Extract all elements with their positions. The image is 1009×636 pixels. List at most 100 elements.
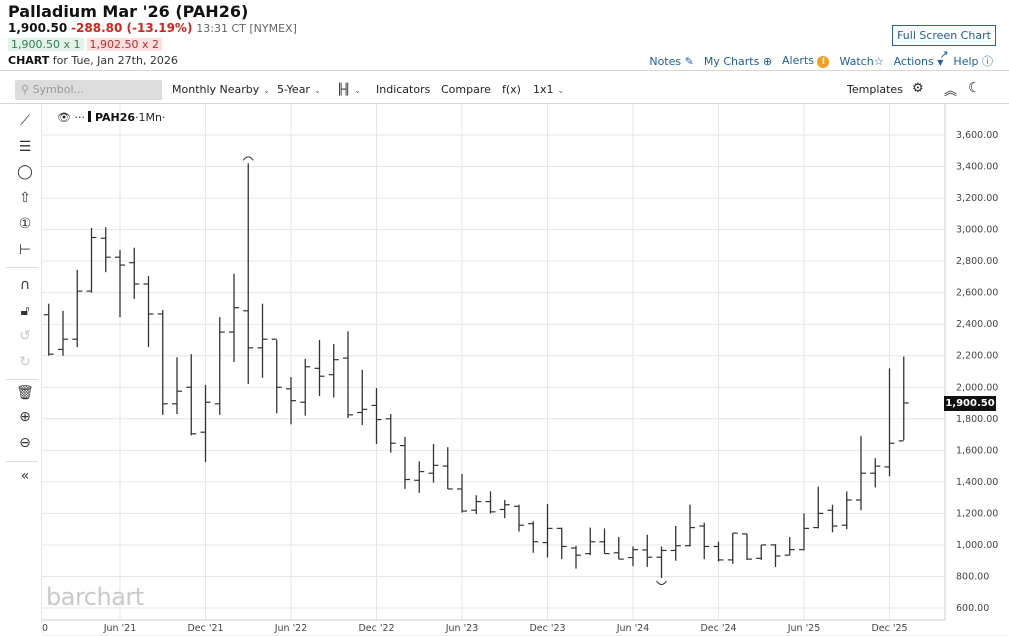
lock-open-icon[interactable]: 🔓︎ xyxy=(20,303,30,319)
ohlc-bar-2022-10 xyxy=(343,331,353,419)
chart-label: CHART xyxy=(8,54,50,67)
arrow-up-icon[interactable]: ⇧ xyxy=(19,190,31,206)
ohlc-bar-2021-11 xyxy=(186,354,197,436)
page-title: Palladium Mar '26 (PAH26) xyxy=(8,2,249,21)
price-chart[interactable]: 600.00 800.00 1,000.00 1,200.00 1,400.00 1,60… xyxy=(42,104,1009,636)
fibonacci-icon[interactable]: ☰ xyxy=(18,139,32,155)
ohlc-bar-2022-01 xyxy=(214,317,225,415)
collapse-left-icon[interactable]: « xyxy=(20,468,30,484)
last-price-label: 1,900.50 xyxy=(944,396,996,411)
chevron-down-icon: ⌄ xyxy=(354,86,361,95)
quote-line: 1,900.50 -288.80 (-13.19%) 13:31 CT [NYM… xyxy=(8,21,297,35)
y-tick-label: 3,400.00 xyxy=(956,162,998,173)
ohlc-bar-2022-06 xyxy=(286,377,296,425)
ellipse-icon[interactable]: ◯ xyxy=(17,164,33,180)
y-tick-label: 3,200.00 xyxy=(956,193,998,204)
ohlc-bar-2022-07 xyxy=(300,358,311,416)
ohlc-bar-2025-07 xyxy=(813,486,824,529)
plus-circle-icon: ⊕ xyxy=(762,54,773,68)
alert-icon: ! xyxy=(817,56,830,68)
settings-gear-icon[interactable]: ⚙ xyxy=(912,81,924,96)
alerts-link[interactable]: Alerts ! xyxy=(782,54,830,68)
ohlc-bar-2026-01 xyxy=(898,356,909,442)
fx-button[interactable]: f(x) xyxy=(502,83,521,96)
redo-icon[interactable]: ↻ xyxy=(19,354,31,370)
indicators-button[interactable]: Indicators xyxy=(376,83,431,96)
high-marker xyxy=(242,156,254,161)
ohlc-bar-2024-06 xyxy=(628,546,638,567)
search-icon: ⚲ xyxy=(21,83,30,96)
price-change: -288.80 (-13.19%) xyxy=(71,21,193,35)
compare-button[interactable]: Compare xyxy=(441,83,491,96)
help-label: Help xyxy=(953,55,979,68)
symbol-input[interactable]: ⚲ Symbol... xyxy=(15,80,162,100)
measure-icon[interactable]: ⊢ xyxy=(18,242,32,258)
y-tick-label: 2,000.00 xyxy=(956,382,998,393)
ohlc-bar-2022-09 xyxy=(328,343,339,398)
chevron-down-icon: ⌄ xyxy=(263,86,270,95)
my-charts-link[interactable]: My Charts ⊕ xyxy=(704,55,772,68)
ohlc-bar-2023-05 xyxy=(442,447,453,490)
zoom-in-icon[interactable]: ⊕ xyxy=(19,409,31,425)
chart-links: Notes ✎ My Charts ⊕ Alerts ! Watch☆ Acti… xyxy=(649,53,993,69)
magnet-icon[interactable]: ∩ xyxy=(19,277,31,293)
ohlc-bar-2025-10 xyxy=(856,436,866,511)
ohlc-bar-2021-05 xyxy=(100,227,111,273)
ohlc-bar-2021-04 xyxy=(86,228,97,293)
range-dropdown[interactable]: 5-Year ⌄ xyxy=(277,83,321,96)
ohlc-bar-2021-03 xyxy=(72,269,83,348)
undo-icon[interactable]: ↺ xyxy=(19,328,31,344)
y-tick-label: 1,000.00 xyxy=(956,540,998,551)
eye-icon[interactable]: 👁︎ xyxy=(57,111,71,124)
ohlc-bar-2025-05 xyxy=(784,537,795,556)
y-tick-label: 800.00 xyxy=(956,571,989,582)
watch-link[interactable]: Watch☆ xyxy=(839,55,883,68)
chevron-down-icon: ⌄ xyxy=(313,86,321,95)
x-tick-label: Dec '25 xyxy=(871,623,907,634)
notes-link[interactable]: Notes ✎ xyxy=(649,55,694,68)
bid: 1,900.50 x 1 xyxy=(8,38,84,51)
ohlc-bar-2021-10 xyxy=(172,357,182,415)
watch-label: Watch xyxy=(839,54,874,68)
bar-type-dropdown[interactable]: ╟╢ ⌄ xyxy=(337,83,361,96)
ohlc-bar-2023-10 xyxy=(514,504,524,532)
symbol-placeholder: Symbol... xyxy=(32,83,85,96)
ohlc-bar-2023-11 xyxy=(528,521,539,553)
ohlc-bar-2021-06 xyxy=(115,250,125,318)
trend-line-icon[interactable]: ⟋ xyxy=(20,113,30,129)
y-tick-label: 2,200.00 xyxy=(956,351,998,362)
low-marker xyxy=(656,580,667,586)
numbered-marker-icon[interactable]: ① xyxy=(18,216,32,232)
ohlc-bar-2023-03 xyxy=(414,461,425,493)
dark-mode-moon-icon[interactable]: ☾ xyxy=(968,80,981,96)
ohlc-bar-2021-07 xyxy=(129,247,140,299)
templates-button[interactable]: Templates xyxy=(847,83,903,96)
ohlc-bar-2021-09 xyxy=(157,310,168,415)
x-tick-label: Dec '22 xyxy=(358,623,394,634)
ohlc-bar-2022-11 xyxy=(357,369,368,426)
actions-menu[interactable]: Actions ▼ xyxy=(894,55,944,68)
ohlc-bar-2025-01 xyxy=(727,532,738,564)
x-tick-label: Dec '23 xyxy=(529,623,565,634)
ohlc-bar-2022-02 xyxy=(229,273,239,363)
y-tick-label: 2,800.00 xyxy=(956,256,998,267)
zoom-out-icon[interactable]: ⊖ xyxy=(19,435,31,451)
bid-ask: 1,900.50 x 1 1,902.50 x 2 xyxy=(8,38,162,51)
ohlc-bar-2023-12 xyxy=(542,503,553,558)
chart-toolbar: ⚲ Symbol... Monthly Nearby ⌄ 5-Year ⌄ ╟╢ ⌄ … xyxy=(0,77,1009,103)
legend-interval: ·1Mn· xyxy=(135,111,166,124)
trash-icon[interactable]: 🗑︎ xyxy=(16,385,34,401)
layout-label: 1x1 xyxy=(533,83,554,96)
collapse-up-icon[interactable]: ︽ xyxy=(944,84,958,99)
ohlc-bar-2023-09 xyxy=(499,499,510,519)
x-tick-label: Jun '22 xyxy=(274,623,308,634)
ohlc-bar-2024-11 xyxy=(699,522,710,560)
ohlc-bar-2024-04 xyxy=(599,528,610,555)
help-link[interactable]: Help ⓘ xyxy=(953,53,993,69)
period-dropdown[interactable]: Monthly Nearby ⌄ xyxy=(172,83,270,96)
full-screen-chart-button[interactable]: Full Screen Chart ↗ xyxy=(892,25,996,61)
layout-dropdown[interactable]: 1x1 ⌄ xyxy=(533,83,564,96)
more-icon[interactable]: ··· xyxy=(74,111,85,124)
ask: 1,902.50 x 2 xyxy=(86,38,162,51)
range-label: 5-Year xyxy=(277,83,310,96)
